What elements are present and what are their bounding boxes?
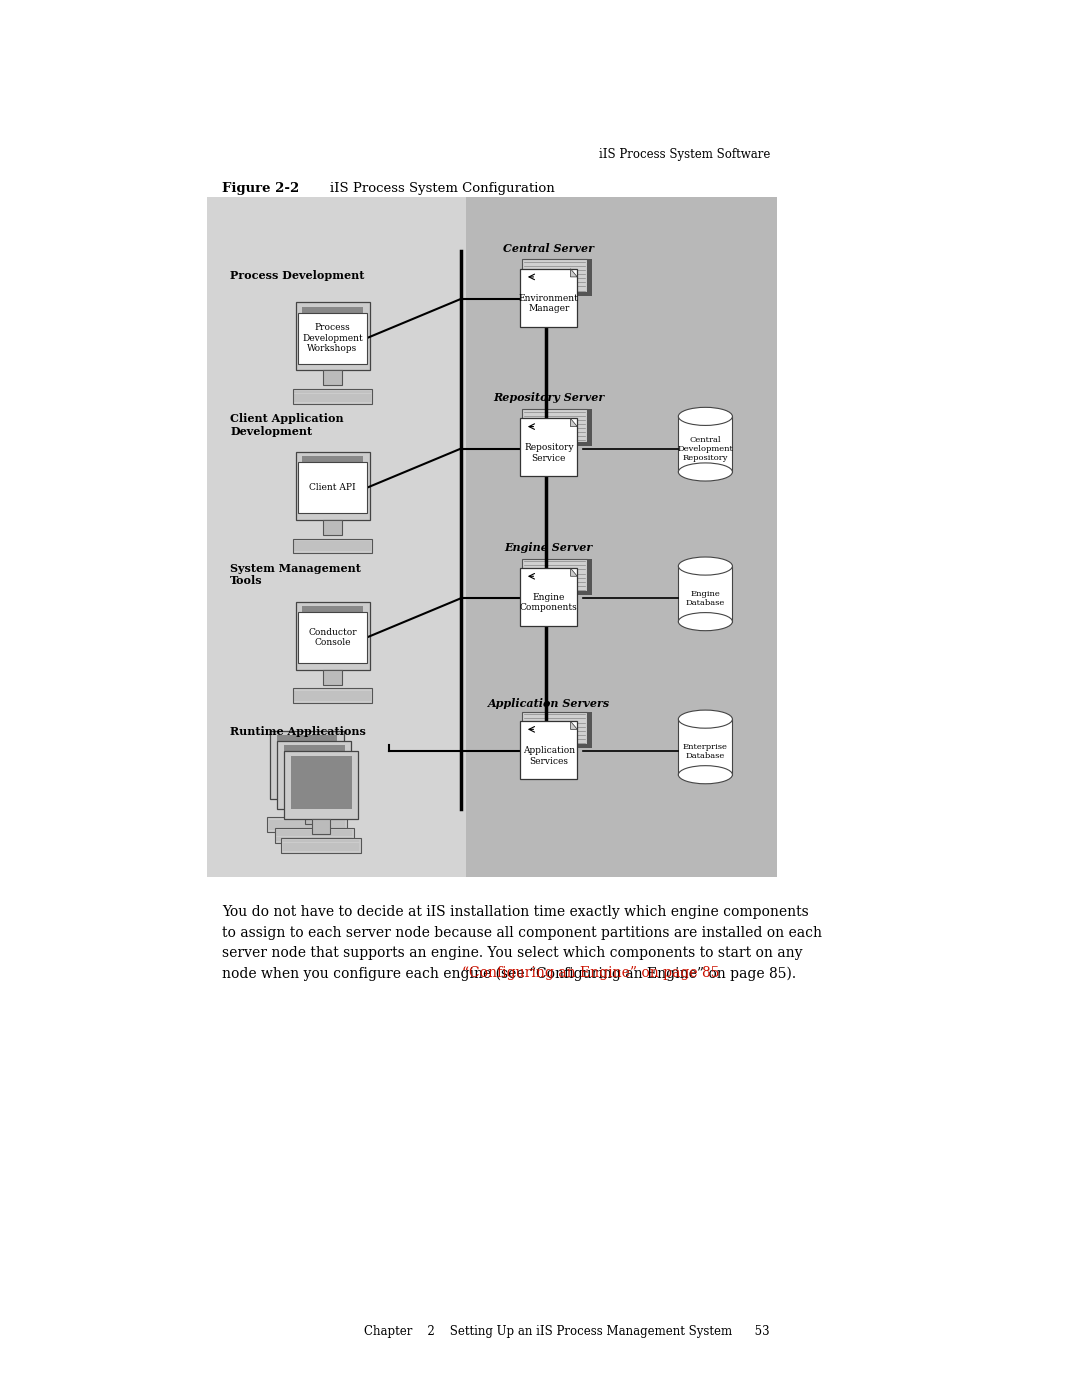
Text: Repository Server: Repository Server xyxy=(494,393,605,404)
FancyBboxPatch shape xyxy=(521,721,578,780)
Polygon shape xyxy=(570,569,578,577)
Ellipse shape xyxy=(678,613,732,630)
Ellipse shape xyxy=(678,766,732,784)
FancyBboxPatch shape xyxy=(521,268,578,327)
FancyBboxPatch shape xyxy=(522,591,592,595)
FancyBboxPatch shape xyxy=(296,453,369,520)
FancyBboxPatch shape xyxy=(522,559,588,591)
FancyBboxPatch shape xyxy=(522,409,588,441)
FancyBboxPatch shape xyxy=(522,711,588,745)
Text: Repository
Service: Repository Service xyxy=(524,443,573,462)
FancyBboxPatch shape xyxy=(293,689,373,703)
FancyBboxPatch shape xyxy=(284,752,359,820)
FancyBboxPatch shape xyxy=(323,669,342,685)
FancyBboxPatch shape xyxy=(522,260,588,292)
Text: iIS Process System Software: iIS Process System Software xyxy=(598,148,770,161)
FancyBboxPatch shape xyxy=(467,197,777,877)
FancyBboxPatch shape xyxy=(323,370,342,386)
FancyBboxPatch shape xyxy=(284,746,345,799)
Text: server node that supports an engine. You select which components to start on any: server node that supports an engine. You… xyxy=(222,946,802,960)
FancyBboxPatch shape xyxy=(296,302,369,370)
Polygon shape xyxy=(570,419,578,426)
Text: Chapter    2    Setting Up an iIS Process Management System      53: Chapter 2 Setting Up an iIS Process Mana… xyxy=(364,1324,770,1338)
Text: to assign to each server node because all component partitions are installed on : to assign to each server node because al… xyxy=(222,925,822,940)
Ellipse shape xyxy=(678,557,732,576)
FancyBboxPatch shape xyxy=(306,809,324,824)
Ellipse shape xyxy=(678,408,732,426)
FancyBboxPatch shape xyxy=(207,197,777,877)
FancyBboxPatch shape xyxy=(298,313,367,363)
FancyBboxPatch shape xyxy=(323,520,342,535)
FancyBboxPatch shape xyxy=(298,462,367,513)
FancyBboxPatch shape xyxy=(678,416,732,472)
FancyBboxPatch shape xyxy=(522,441,592,446)
FancyBboxPatch shape xyxy=(302,457,363,510)
FancyBboxPatch shape xyxy=(588,559,592,591)
FancyBboxPatch shape xyxy=(302,306,363,359)
FancyBboxPatch shape xyxy=(207,197,467,877)
FancyBboxPatch shape xyxy=(588,711,592,745)
Text: Central Server: Central Server xyxy=(503,243,594,253)
FancyBboxPatch shape xyxy=(278,742,351,809)
Text: node when you configure each engine (see “Configuring an Engine” on page 85).: node when you configure each engine (see… xyxy=(222,967,796,981)
FancyBboxPatch shape xyxy=(296,602,369,669)
FancyBboxPatch shape xyxy=(274,827,354,842)
Text: Figure 2-2: Figure 2-2 xyxy=(222,182,299,196)
FancyBboxPatch shape xyxy=(678,566,732,622)
Ellipse shape xyxy=(678,710,732,728)
Text: Process Development: Process Development xyxy=(230,270,365,281)
Text: Engine Server: Engine Server xyxy=(504,542,593,553)
FancyBboxPatch shape xyxy=(678,719,732,775)
Text: Client API: Client API xyxy=(309,483,356,492)
Text: Runtime Applications: Runtime Applications xyxy=(230,725,366,736)
FancyBboxPatch shape xyxy=(267,817,347,833)
FancyBboxPatch shape xyxy=(298,799,316,814)
Text: Application Servers: Application Servers xyxy=(488,698,610,710)
FancyBboxPatch shape xyxy=(588,260,592,292)
Text: System Management
Tools: System Management Tools xyxy=(230,563,361,587)
FancyBboxPatch shape xyxy=(521,419,578,476)
FancyBboxPatch shape xyxy=(521,569,578,626)
Text: “Configuring an Engine” on page 85: “Configuring an Engine” on page 85 xyxy=(462,967,719,981)
Text: Engine
Database: Engine Database xyxy=(686,590,725,606)
Text: Engine
Components: Engine Components xyxy=(519,594,578,612)
FancyBboxPatch shape xyxy=(291,756,351,809)
Text: iIS Process System Configuration: iIS Process System Configuration xyxy=(330,182,555,196)
Text: Environment
Manager: Environment Manager xyxy=(518,293,579,313)
FancyBboxPatch shape xyxy=(276,735,337,788)
FancyBboxPatch shape xyxy=(282,838,361,852)
Text: Conductor
Console: Conductor Console xyxy=(308,627,356,647)
FancyBboxPatch shape xyxy=(522,292,592,296)
Text: Central
Development
Repository: Central Development Repository xyxy=(677,436,733,462)
FancyBboxPatch shape xyxy=(298,612,367,664)
Text: Client Application
Development: Client Application Development xyxy=(230,414,343,437)
Text: Application
Services: Application Services xyxy=(523,746,575,766)
Polygon shape xyxy=(570,268,578,277)
Text: You do not have to decide at iIS installation time exactly which engine componen: You do not have to decide at iIS install… xyxy=(222,905,809,919)
FancyBboxPatch shape xyxy=(312,820,330,834)
Text: Process
Development
Workshops: Process Development Workshops xyxy=(302,323,363,353)
FancyBboxPatch shape xyxy=(293,538,373,553)
FancyBboxPatch shape xyxy=(302,606,363,659)
Ellipse shape xyxy=(678,462,732,481)
FancyBboxPatch shape xyxy=(293,388,373,404)
Polygon shape xyxy=(570,721,578,729)
FancyBboxPatch shape xyxy=(522,745,592,749)
FancyBboxPatch shape xyxy=(588,409,592,441)
FancyBboxPatch shape xyxy=(270,731,343,799)
Text: Enterprise
Database: Enterprise Database xyxy=(683,743,728,760)
